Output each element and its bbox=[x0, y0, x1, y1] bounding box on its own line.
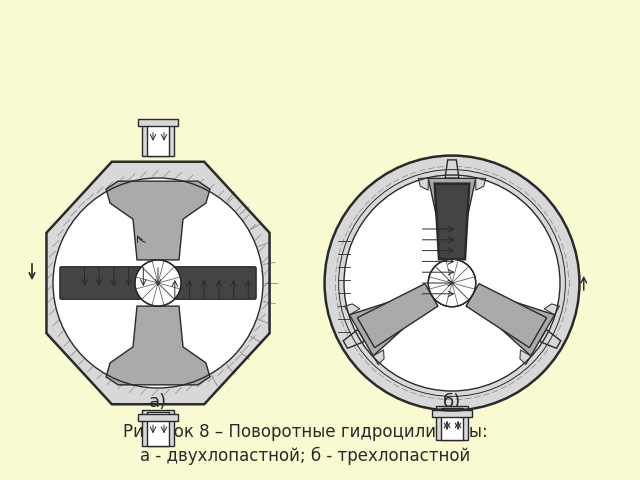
Bar bbox=[436, 407, 468, 441]
Polygon shape bbox=[466, 284, 547, 348]
Polygon shape bbox=[106, 181, 210, 260]
Circle shape bbox=[344, 175, 560, 391]
Polygon shape bbox=[428, 178, 476, 218]
Polygon shape bbox=[500, 302, 555, 356]
Bar bbox=[147, 412, 169, 446]
Polygon shape bbox=[520, 350, 531, 365]
Circle shape bbox=[135, 260, 181, 306]
Polygon shape bbox=[106, 306, 210, 385]
Polygon shape bbox=[544, 304, 559, 315]
Polygon shape bbox=[357, 284, 438, 348]
Polygon shape bbox=[343, 329, 365, 348]
Polygon shape bbox=[344, 304, 360, 315]
Text: а - двухлопастной; б - трехлопастной: а - двухлопастной; б - трехлопастной bbox=[140, 447, 470, 465]
Polygon shape bbox=[419, 178, 428, 190]
Bar bbox=[441, 408, 463, 441]
Bar bbox=[138, 414, 178, 421]
Circle shape bbox=[428, 259, 476, 307]
Polygon shape bbox=[435, 184, 469, 259]
Polygon shape bbox=[373, 350, 384, 365]
Circle shape bbox=[324, 156, 579, 410]
Polygon shape bbox=[349, 302, 403, 356]
Bar bbox=[147, 122, 169, 156]
Polygon shape bbox=[47, 162, 269, 404]
Bar bbox=[142, 120, 174, 156]
Circle shape bbox=[53, 178, 263, 388]
Text: б): б) bbox=[443, 393, 461, 411]
Bar bbox=[142, 410, 174, 446]
Polygon shape bbox=[540, 329, 561, 348]
Bar bbox=[432, 410, 472, 418]
Text: Рисунок 8 – Поворотные гидроцилиндры:: Рисунок 8 – Поворотные гидроцилиндры: bbox=[123, 423, 488, 441]
FancyBboxPatch shape bbox=[60, 267, 256, 299]
Polygon shape bbox=[476, 178, 486, 190]
Bar bbox=[138, 119, 178, 126]
Polygon shape bbox=[445, 160, 459, 178]
Text: а): а) bbox=[149, 393, 167, 411]
